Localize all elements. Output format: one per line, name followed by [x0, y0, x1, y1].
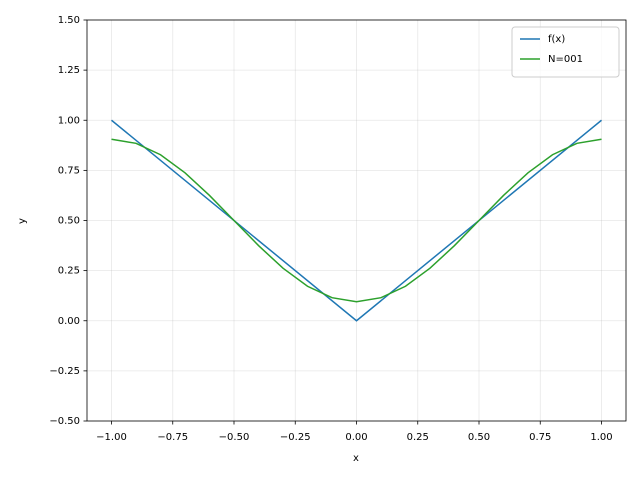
y-tick-label: −0.50: [49, 416, 80, 427]
legend-label: N=001: [548, 54, 583, 65]
line: [111, 119, 602, 322]
plot-frame: [86, 19, 627, 422]
legend-frame: [511, 26, 620, 78]
x-tick-label: 0.00: [345, 432, 367, 443]
y-tick-label: 0.25: [58, 266, 80, 277]
legend-label: f(x): [548, 34, 565, 45]
y-tick-label: 1.25: [58, 65, 80, 76]
line: [111, 138, 602, 303]
x-axis-label: x: [353, 453, 359, 464]
x-tick-label: −0.75: [157, 432, 188, 443]
x-tick-label: −1.00: [96, 432, 127, 443]
x-tick-label: −0.50: [219, 432, 250, 443]
x-tick-label: −0.25: [280, 432, 311, 443]
legend: f(x) N=001: [511, 26, 620, 78]
y-axis-label: y: [17, 218, 28, 224]
x-tick-label: 0.50: [468, 432, 490, 443]
y-tick-label: 0.50: [58, 216, 80, 227]
y-tick-label: 1.50: [58, 15, 80, 26]
x-tick-label: 1.00: [590, 432, 612, 443]
y-tick-label: 1.00: [58, 115, 80, 126]
x-tick-label: 0.25: [407, 432, 429, 443]
x-tick-label: 0.75: [529, 432, 551, 443]
y-tick-label: −0.25: [49, 366, 80, 377]
y-tick-label: 0.00: [58, 316, 80, 327]
y-tick-label: 0.75: [58, 165, 80, 176]
